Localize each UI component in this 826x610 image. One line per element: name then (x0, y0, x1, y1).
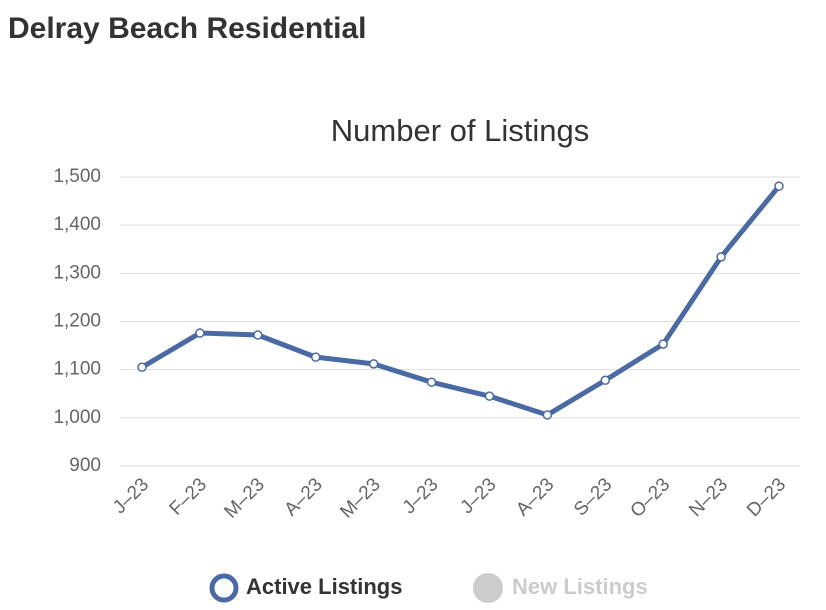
point (137, 362, 147, 373)
y-tick-label: 1,300 (53, 262, 101, 283)
point (484, 391, 495, 401)
y-tick-label: 1,400 (53, 214, 101, 235)
legend-marker (209, 573, 239, 603)
y-tick-label: 1,100 (53, 359, 101, 380)
point (426, 377, 437, 387)
point (253, 330, 263, 340)
point (716, 252, 726, 262)
point (658, 339, 668, 349)
x-tick-label: J–23 (457, 474, 501, 518)
chart-title: Number of Listings (331, 113, 589, 148)
x-tick-label: F–23 (166, 474, 211, 519)
point (310, 352, 321, 362)
page-title: Delray Beach Residential (8, 12, 367, 45)
y-tick-label: 1,200 (53, 311, 101, 332)
point (368, 359, 379, 369)
y-tick-label: 1,000 (53, 407, 101, 428)
legend-label: Active Listings (246, 574, 402, 599)
x-tick-label: N–23 (685, 474, 732, 521)
x-tick-label: J–23 (399, 474, 443, 518)
x-tick-label: A–23 (512, 474, 558, 520)
x-tick-label: A–23 (281, 474, 327, 520)
x-tick-label: J–23 (109, 474, 153, 518)
legend-label: New Listings (512, 574, 648, 599)
x-tick-label: O–23 (627, 474, 675, 522)
x-tick-label: S–23 (570, 474, 616, 520)
x-tick-label: D–23 (743, 474, 790, 521)
point (542, 410, 553, 420)
legend-marker (473, 573, 503, 603)
y-tick-label: 900 (69, 455, 101, 476)
x-tick-label: M–23 (336, 474, 384, 522)
point (774, 181, 784, 191)
x-tick-label: M–23 (220, 474, 268, 522)
y-tick-label: 1,500 (53, 166, 101, 187)
series-line (140, 184, 781, 418)
point (600, 375, 611, 386)
point (195, 328, 205, 338)
